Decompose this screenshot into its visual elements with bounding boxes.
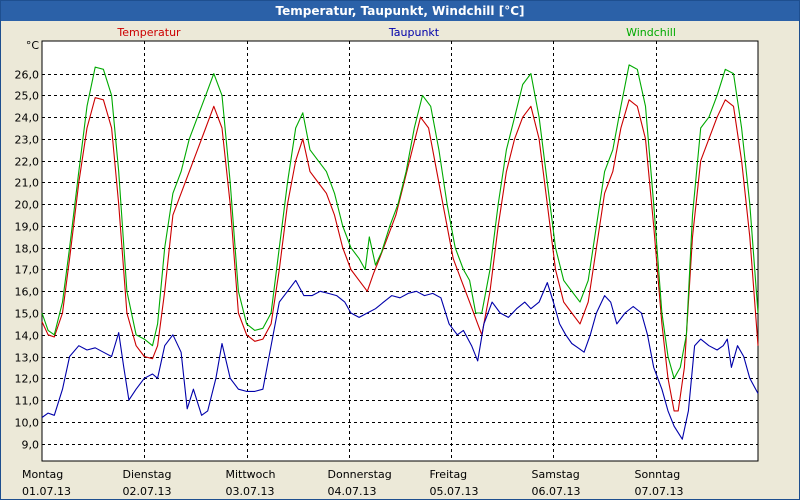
y-tick-label: 13,0: [15, 352, 40, 365]
y-tick-label: 21,0: [15, 177, 40, 190]
y-tick-label: 14,0: [15, 330, 40, 343]
y-tick-label: 18,0: [15, 243, 40, 256]
y-tick-label: 26,0: [15, 69, 40, 82]
x-day-label: Mittwoch: [226, 468, 276, 481]
x-day-label: Montag: [22, 468, 63, 481]
series-line-taupunkt: [41, 279, 759, 440]
window-title: Temperatur, Taupunkt, Windchill [°C]: [1, 1, 799, 21]
x-date-label: 02.07.13: [123, 485, 172, 498]
y-tick-label: 10,0: [15, 417, 40, 430]
y-tick-label: 20,0: [15, 199, 40, 212]
y-axis-labels: 9,0 10,0 11,0 12,0 13,0 14,0 15,0 16,0 17,0 18,0 1…: [15, 39, 40, 452]
y-tick-label: 19,0: [15, 221, 40, 234]
x-date-label: 05.07.13: [430, 485, 479, 498]
x-date-label: 07.07.13: [635, 485, 684, 498]
y-tick-label: 23,0: [15, 134, 40, 147]
x-day-label: Freitag: [430, 468, 468, 481]
y-tick-label: 11,0: [15, 395, 40, 408]
plot-area: [41, 40, 759, 462]
series-layer: [41, 64, 759, 440]
y-unit-label: °C: [26, 39, 40, 52]
x-day-label: Dienstag: [123, 468, 172, 481]
x-date-label: 01.07.13: [22, 485, 71, 498]
legend-temperatur: Temperatur: [116, 26, 181, 39]
legend-windchill: Windchill: [626, 26, 676, 39]
x-day-label: Samstag: [532, 468, 580, 481]
legend: Temperatur Taupunkt Windchill: [116, 26, 676, 39]
y-tick-label: 12,0: [15, 373, 40, 386]
y-tick-label: 22,0: [15, 156, 40, 169]
x-date-label: 04.07.13: [328, 485, 377, 498]
x-date-label: 06.07.13: [532, 485, 581, 498]
y-tick-label: 9,0: [22, 439, 40, 452]
y-tick-label: 16,0: [15, 286, 40, 299]
series-line-windchill: [41, 64, 759, 379]
x-date-label: 03.07.13: [226, 485, 275, 498]
x-axis-labels: Montag 01.07.13 Dienstag 02.07.13 Mittwoch 03…: [22, 468, 683, 498]
series-line-temperatur: [41, 97, 759, 412]
y-tick-label: 25,0: [15, 90, 40, 103]
x-day-label: Sonntag: [635, 468, 681, 481]
legend-taupunkt: Taupunkt: [388, 26, 440, 39]
y-tick-label: 17,0: [15, 264, 40, 277]
chart-area: 9,0 10,0 11,0 12,0 13,0 14,0 15,0 16,0 17,0 18,0 1…: [1, 21, 799, 499]
x-day-label: Donnerstag: [328, 468, 392, 481]
y-tick-label: 24,0: [15, 112, 40, 125]
y-tick-label: 15,0: [15, 308, 40, 321]
